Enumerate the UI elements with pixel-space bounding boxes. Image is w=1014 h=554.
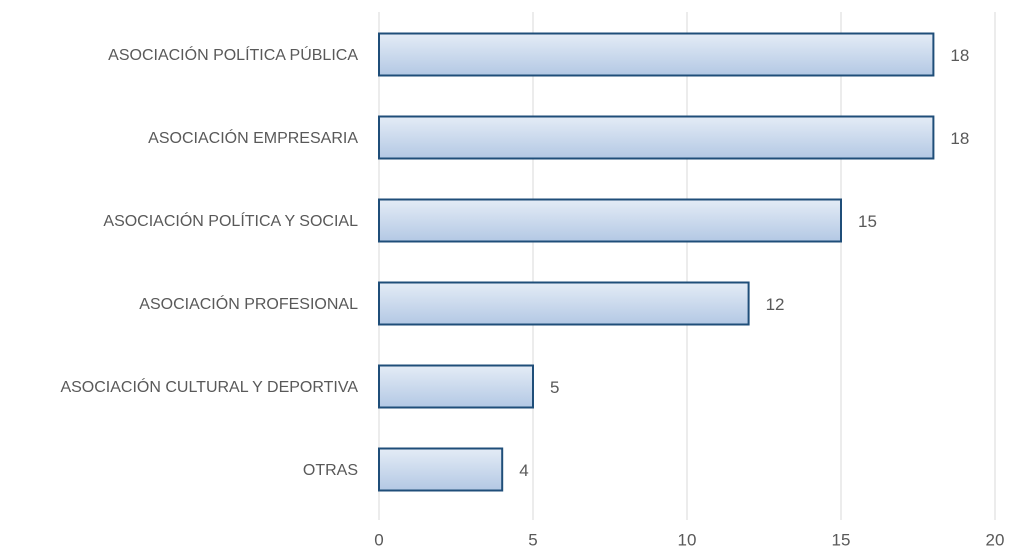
x-tick-label: 5 bbox=[528, 530, 537, 549]
value-label: 5 bbox=[550, 378, 559, 397]
value-label: 18 bbox=[950, 46, 969, 65]
y-tick-label: ASOCIACIÓN PROFESIONAL bbox=[139, 295, 358, 313]
y-tick-label: ASOCIACIÓN CULTURAL Y DEPORTIVA bbox=[60, 378, 358, 396]
bar bbox=[378, 281, 750, 326]
y-tick-label: OTRAS bbox=[302, 461, 358, 479]
x-tick-label: 15 bbox=[832, 530, 851, 549]
bar bbox=[378, 32, 935, 77]
y-tick-label: ASOCIACIÓN POLÍTICA PÚBLICA bbox=[108, 46, 358, 64]
y-tick-label: ASOCIACIÓN EMPRESARIA bbox=[148, 129, 358, 147]
bar bbox=[378, 198, 842, 243]
value-label: 18 bbox=[950, 129, 969, 148]
x-tick-label: 10 bbox=[678, 530, 697, 549]
bar bbox=[378, 115, 935, 160]
y-tick-label: ASOCIACIÓN POLÍTICA Y SOCIAL bbox=[103, 212, 358, 230]
value-label: 15 bbox=[858, 212, 877, 231]
x-tick-label: 0 bbox=[374, 530, 383, 549]
x-tick-label: 20 bbox=[986, 530, 1005, 549]
bar bbox=[378, 364, 534, 409]
value-label: 4 bbox=[519, 461, 528, 480]
bar bbox=[378, 447, 504, 492]
value-label: 12 bbox=[766, 295, 785, 314]
